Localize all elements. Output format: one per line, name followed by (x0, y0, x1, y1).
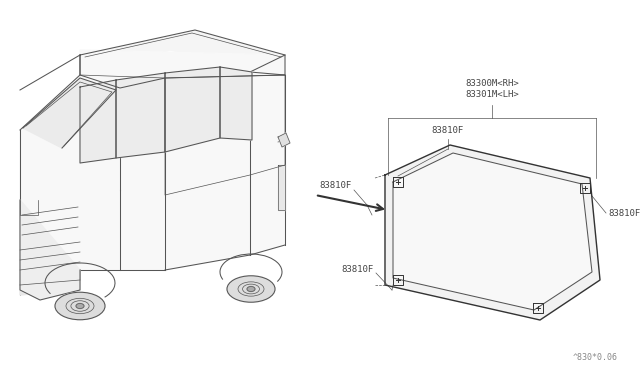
Polygon shape (80, 50, 285, 270)
Text: ^830*0.06: ^830*0.06 (573, 353, 618, 362)
Ellipse shape (247, 286, 255, 292)
Text: 83810F: 83810F (320, 180, 352, 189)
Text: 83301M<LH>: 83301M<LH> (465, 90, 519, 99)
Polygon shape (165, 67, 220, 152)
Polygon shape (80, 30, 285, 75)
Text: 83810F: 83810F (608, 208, 640, 218)
Polygon shape (20, 75, 80, 285)
Polygon shape (385, 145, 600, 320)
Text: 83810F: 83810F (432, 126, 464, 135)
Polygon shape (20, 200, 80, 300)
Polygon shape (278, 133, 290, 147)
Polygon shape (80, 80, 116, 163)
Polygon shape (116, 73, 165, 158)
Text: 83300M<RH>: 83300M<RH> (465, 79, 519, 88)
Polygon shape (393, 153, 592, 310)
Ellipse shape (76, 304, 84, 308)
Text: 83810F: 83810F (342, 266, 374, 275)
Ellipse shape (227, 276, 275, 302)
Polygon shape (20, 280, 80, 295)
Polygon shape (23, 78, 116, 148)
Ellipse shape (55, 292, 105, 320)
Polygon shape (278, 165, 285, 210)
Polygon shape (220, 67, 252, 140)
